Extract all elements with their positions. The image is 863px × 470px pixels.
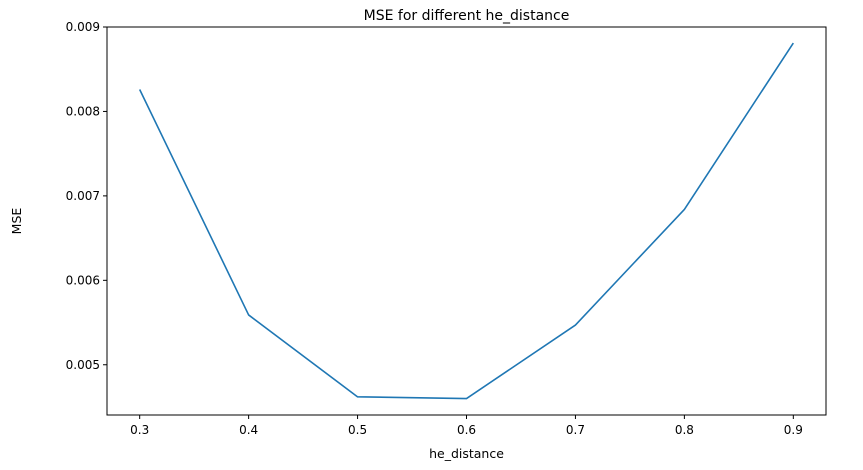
x-tick-label: 0.8: [675, 423, 694, 437]
x-tick-label: 0.9: [784, 423, 803, 437]
x-tick-label: 0.6: [457, 423, 476, 437]
y-tick-label: 0.009: [66, 20, 100, 34]
x-axis-ticks: 0.3 0.4 0.5 0.6 0.7 0.8 0.9: [130, 415, 803, 437]
y-axis-label: MSE: [9, 208, 24, 235]
chart-title: MSE for different he_distance: [364, 8, 570, 24]
series-line: [138, 42, 794, 400]
x-tick-label: 0.5: [348, 423, 367, 437]
plot-frame: [106, 26, 827, 416]
y-tick-label: 0.005: [66, 358, 100, 372]
y-tick-label: 0.008: [66, 104, 100, 118]
x-axis-label: he_distance: [429, 446, 504, 461]
y-tick-label: 0.007: [66, 189, 100, 203]
y-tick-label: 0.006: [66, 273, 100, 287]
series-group: [138, 42, 794, 400]
x-tick-label: 0.4: [239, 423, 258, 437]
y-axis-ticks: 0.005 0.006 0.007 0.008 0.009: [66, 20, 107, 372]
x-tick-label: 0.3: [130, 423, 149, 437]
x-tick-label: 0.7: [566, 423, 585, 437]
